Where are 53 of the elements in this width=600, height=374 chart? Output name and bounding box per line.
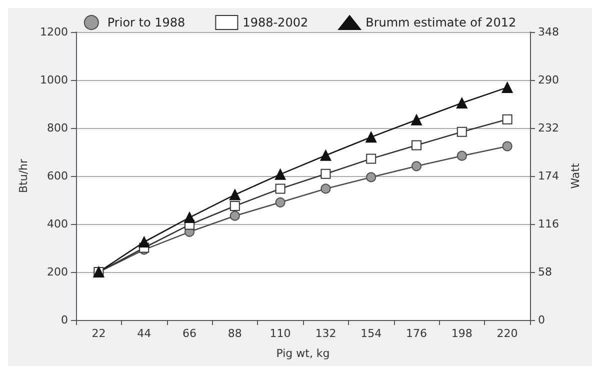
point [366, 132, 377, 143]
x-tick-label: 22 [92, 327, 106, 340]
point [502, 114, 512, 124]
point [412, 140, 422, 150]
y-axis-title: Btu/hr [17, 158, 30, 194]
legend-label: 1988-2002 [242, 16, 308, 30]
y-tick-label: 400 [47, 218, 68, 230]
x-tick-label: 110 [270, 327, 291, 340]
point [456, 98, 468, 109]
x-tick-label: 176 [406, 327, 427, 340]
point [412, 161, 422, 172]
point [320, 168, 331, 179]
point [320, 184, 331, 194]
point [230, 210, 240, 221]
x-tick-label: 154 [360, 327, 382, 340]
point [456, 150, 467, 161]
point [184, 212, 195, 224]
y2-tick-label: 116 [538, 218, 559, 230]
point [366, 172, 376, 182]
y-tick-label: 1200 [40, 26, 68, 38]
y-tick-label: 1000 [40, 74, 68, 86]
point [502, 141, 512, 152]
point [275, 184, 286, 194]
y-tick-label: 200 [47, 266, 68, 278]
y2-tick-label: 58 [538, 266, 552, 278]
y2-tick-label: 174 [538, 170, 559, 182]
point [230, 201, 240, 211]
x-axis-title: Pig wt, kg [276, 347, 330, 360]
x-tick-label: 44 [137, 327, 152, 340]
y2-tick-label: 348 [538, 26, 559, 38]
y-tick-label: 600 [47, 170, 68, 182]
point [411, 114, 422, 126]
point [366, 154, 376, 164]
y2-tick-label: 290 [538, 74, 559, 86]
x-tick-label: 66 [182, 327, 196, 340]
point [138, 236, 150, 248]
point [320, 150, 332, 161]
x-tick-label: 198 [451, 327, 472, 340]
x-tick-label: 88 [228, 327, 242, 340]
point [274, 168, 286, 180]
point [229, 189, 240, 200]
y-tick-label: 0 [61, 314, 68, 326]
point [502, 82, 513, 93]
legend-label: Brumm estimate of 2012 [366, 16, 516, 30]
point [456, 126, 467, 137]
x-tick-label: 220 [496, 327, 518, 340]
x-tick-label: 132 [315, 327, 336, 340]
y-tick-label: 800 [47, 122, 68, 134]
point [275, 197, 286, 208]
y2-tick-label: 232 [538, 122, 559, 134]
y2-axis-title: Watt [568, 162, 582, 189]
legend-label: Prior to 1988 [107, 16, 186, 30]
y2-tick-label: 0 [538, 314, 545, 326]
